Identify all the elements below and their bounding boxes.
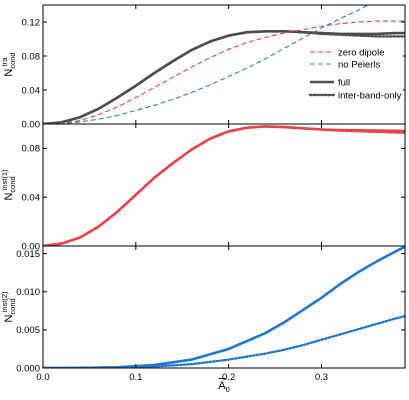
x-axis-title: A0: [218, 380, 230, 394]
panels: 0.00 0.04 0.08 0.12 Ncondtra 0.00 0.04 0.08 Ncon…: [0, 4, 406, 394]
y-tick-label: 0.000: [16, 363, 40, 374]
x-ticks: [42, 5, 322, 124]
x-tick-label: 0.2: [222, 372, 235, 383]
series-line-inter-band-only: [43, 314, 405, 368]
y-ticks: 0.00 0.04 0.08: [22, 144, 405, 252]
x-tick-label: 0.3: [315, 372, 328, 383]
series-group: [43, 5, 405, 124]
panel-middle: 0.00 0.04 0.08 Ncondinst(1): [0, 123, 406, 252]
y-axis-title: Ncondinst(1): [0, 169, 17, 201]
series-line-inter-band-only: [43, 30, 405, 124]
x-ticks: [42, 124, 322, 246]
legend-box-2: [308, 76, 403, 103]
legend-label-full: full: [338, 77, 350, 88]
series-line-full: [43, 246, 405, 368]
plot-frame: [42, 245, 406, 369]
y-tick-label: 0.04: [22, 85, 41, 96]
y-ticks: 0.000 0.005 0.010 0.015: [16, 249, 405, 374]
series-line-no-Peierls: [43, 5, 369, 124]
y-tick-label: 0.005: [16, 325, 40, 336]
y-tick-label: 0.12: [22, 17, 41, 28]
legend-label-no-Peierls: no Peierls: [338, 59, 380, 70]
y-tick-label: 0.00: [22, 119, 41, 130]
legend-label-inter-band-only: inter-band-only: [338, 90, 402, 101]
x-tick-label: 0.0: [36, 372, 49, 383]
y-tick-label: 0.00: [22, 241, 41, 252]
y-tick-label: 0.015: [16, 249, 40, 260]
panel-bottom: 0.000 0.005 0.010 0.015 0.0 0.1 0.2 0.3 Ncondins…: [0, 245, 406, 394]
legend-label-zero-dipole: zero dipole: [338, 47, 384, 58]
y-axis-title: Ncondinst(2): [0, 291, 17, 323]
series-line-inter-band-only: [43, 125, 405, 246]
x-ticks: 0.0 0.1 0.2 0.3: [36, 246, 328, 383]
legend-box-1: [308, 45, 403, 72]
y-tick-label: 0.010: [16, 287, 40, 298]
x-tick-label: 0.1: [129, 372, 142, 383]
y-tick-label: 0.08: [22, 144, 41, 155]
y-axis-title: Ncondtra: [0, 52, 17, 76]
y-tick-label: 0.04: [22, 193, 41, 204]
series-group: [43, 125, 405, 246]
series-line-zero-dipole: [43, 20, 405, 124]
y-tick-label: 0.08: [22, 51, 41, 62]
series-group: [43, 246, 405, 368]
